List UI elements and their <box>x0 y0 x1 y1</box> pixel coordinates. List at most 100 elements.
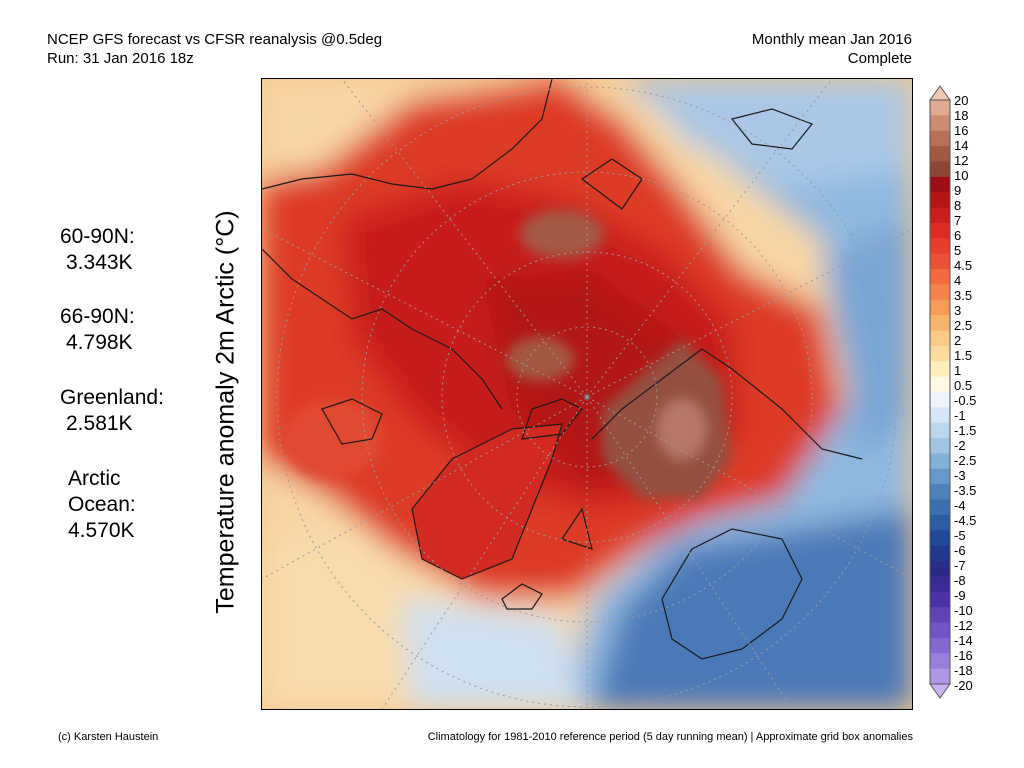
north-pole-marker <box>583 393 591 401</box>
colorbar-tick-label: -4.5 <box>954 513 977 528</box>
period-status: Complete <box>847 50 912 67</box>
colorbar-tick-label: -6 <box>954 543 966 558</box>
colorbar-tick-label: -9 <box>954 588 966 603</box>
colorbar-tick-label: 6 <box>954 228 962 243</box>
colorbar-swatch <box>930 453 950 470</box>
colorbar-swatch <box>930 299 950 316</box>
colorbar-swatch <box>930 176 950 193</box>
colorbar-tick-label: -14 <box>954 633 973 648</box>
climatology-note: Climatology for 1981-2010 reference peri… <box>427 731 913 743</box>
colorbar-swatch <box>930 545 950 562</box>
colorbar-swatch <box>930 222 950 239</box>
colorbar-swatch <box>930 284 950 301</box>
colorbar-swatch <box>930 468 950 485</box>
stat-value: 4.798K <box>66 331 133 354</box>
period-title: Monthly mean Jan 2016 <box>751 31 912 48</box>
colorbar-svg <box>929 85 951 699</box>
colorbar-tick-label: 20 <box>954 93 969 108</box>
colorbar-tick-label: -20 <box>954 678 973 693</box>
colorbar-tick-label: -3.5 <box>954 483 977 498</box>
colorbar-swatch <box>930 438 950 454</box>
colorbar-swatch <box>930 484 950 501</box>
stat-66-90n: 66-90N: 4.798K <box>60 304 135 356</box>
colorbar-swatch <box>930 576 950 593</box>
colorbar-swatch <box>930 591 950 608</box>
colorbar-tick-label: 4 <box>954 273 962 288</box>
colorbar-tick-label: -10 <box>954 603 973 618</box>
colorbar-tick-label: -3 <box>954 468 966 483</box>
colorbar-swatch <box>930 499 950 516</box>
colorbar-tick-label: 16 <box>954 123 969 138</box>
colorbar-tick-label: -5 <box>954 528 966 543</box>
colorbar-swatch <box>930 361 950 378</box>
polar-map-svg <box>262 79 912 709</box>
colorbar-tick-label: 12 <box>954 153 969 168</box>
colorbar-swatch <box>930 422 950 439</box>
colorbar-swatch <box>930 269 950 285</box>
colorbar-tick-label: 4.5 <box>954 258 973 273</box>
colorbar-tick-label: 1 <box>954 363 962 378</box>
copyright: (c) Karsten Haustein <box>58 731 159 743</box>
colorbar-tick-label: 0.5 <box>954 378 973 393</box>
colorbar-swatch <box>930 407 950 424</box>
colorbar-tick-label: -8 <box>954 573 966 588</box>
colorbar-swatch <box>930 561 950 577</box>
colorbar-swatch <box>930 668 950 685</box>
colorbar-min-arrow <box>929 683 951 699</box>
colorbar-swatch <box>930 514 950 531</box>
colorbar-swatch <box>930 161 950 178</box>
colorbar-swatch <box>930 622 950 639</box>
colorbar-swatch <box>930 315 950 332</box>
colorbar-tick-label: 2 <box>954 333 962 348</box>
colorbar-tick-label: 2.5 <box>954 318 973 333</box>
colorbar-swatch <box>930 607 950 624</box>
colorbar-swatch <box>930 637 950 654</box>
colorbar-frame <box>929 99 951 685</box>
colorbar-swatch <box>930 376 950 393</box>
colorbar-swatch <box>930 207 950 224</box>
colorbar-swatch <box>930 146 950 162</box>
colorbar <box>929 85 951 699</box>
y-axis-label: Temperature anomaly 2m Arctic (°C) <box>211 210 240 614</box>
colorbar-tick-label: 1.5 <box>954 348 973 363</box>
colorbar-tick-label: 3.5 <box>954 288 973 303</box>
colorbar-tick-label: 7 <box>954 213 962 228</box>
header-right: Monthly mean Jan 2016 Complete <box>752 30 912 68</box>
colorbar-swatch <box>930 253 950 270</box>
colorbar-tick-label: 14 <box>954 138 969 153</box>
header-left: NCEP GFS forecast vs CFSR reanalysis @0.… <box>47 30 382 68</box>
colorbar-tick-label: -16 <box>954 648 973 663</box>
colorbar-max-arrow <box>929 85 951 101</box>
colorbar-tick-label: -0.5 <box>954 393 977 408</box>
colorbar-tick-label: -4 <box>954 498 966 513</box>
colorbar-tick-label: -7 <box>954 558 966 573</box>
colorbar-swatch <box>930 345 950 362</box>
extreme-anomaly-cells <box>282 210 732 499</box>
stat-value: 3.343K <box>66 251 133 274</box>
colorbar-tick-label: -18 <box>954 663 973 678</box>
model-title: NCEP GFS forecast vs CFSR reanalysis @0.… <box>47 31 383 48</box>
colorbar-swatch <box>930 530 950 547</box>
colorbar-tick-label: 18 <box>954 108 969 123</box>
stat-label: Greenland: <box>60 386 164 409</box>
stat-label: Arctic Ocean: <box>68 467 136 516</box>
stat-60-90n: 60-90N: 3.343K <box>60 224 135 276</box>
colorbar-swatch <box>930 238 950 255</box>
colorbar-tick-label: -2 <box>954 438 966 453</box>
colorbar-swatch <box>930 130 950 147</box>
graticule <box>262 79 912 709</box>
colorbar-swatch <box>930 653 950 670</box>
stat-value: 2.581K <box>66 412 133 435</box>
run-time: Run: 31 Jan 2016 18z <box>47 50 194 67</box>
anomaly-map <box>261 78 913 710</box>
stat-greenland: Greenland: 2.581K <box>60 385 164 437</box>
colorbar-swatch <box>930 392 950 408</box>
colorbar-tick-label: -1.5 <box>954 423 977 438</box>
colorbar-tick-label: 10 <box>954 168 969 183</box>
stat-value: 4.570K <box>68 519 135 542</box>
colorbar-tick-label: 9 <box>954 183 962 198</box>
colorbar-swatch <box>930 100 950 116</box>
colorbar-tick-label: -1 <box>954 408 966 423</box>
colorbar-tick-label: 3 <box>954 303 962 318</box>
colorbar-tick-label: 8 <box>954 198 962 213</box>
